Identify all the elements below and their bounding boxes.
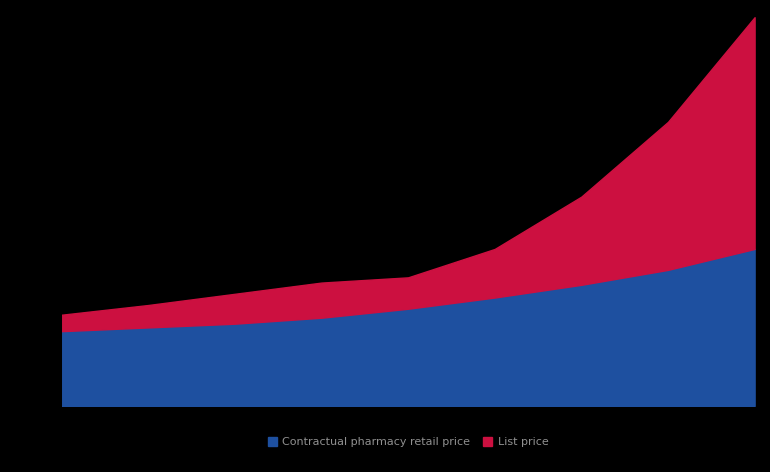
Legend: Contractual pharmacy retail price, List price: Contractual pharmacy retail price, List … xyxy=(263,433,553,452)
